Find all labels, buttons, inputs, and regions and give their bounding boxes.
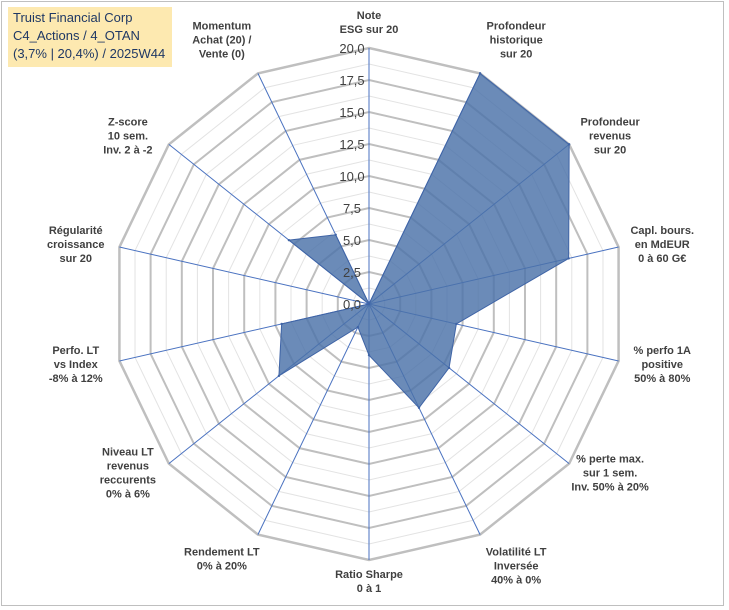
axis-label-line: 0 à 60 G€: [638, 253, 686, 265]
axis-label-line: reccurents: [100, 474, 156, 486]
axis-label-line: % perfo 1A: [633, 345, 691, 357]
axis-label-line: Momentum: [193, 21, 252, 33]
tick-label: 7,5: [343, 201, 361, 216]
axis-label-line: croissance: [47, 239, 104, 251]
axis-label-line: Volatilité LT: [486, 546, 547, 558]
axis-label-line: Perfo. LT: [52, 345, 99, 357]
axis-label-line: Capl. bours.: [630, 225, 694, 237]
axis-label-line: Niveau LT: [102, 446, 154, 458]
data-point: [417, 406, 421, 409]
axis-label: Capl. bours. en MdEUR 0 à 60 G€: [630, 225, 694, 265]
axis-spoke: [257, 303, 370, 535]
axis-label: Ratio Sharpe 0 à 1: [335, 569, 403, 595]
axis-label: Rendement LT 0% à 20%: [184, 546, 260, 572]
chart-title-box: Truist Financial Corp C4_Actions / 4_OTA…: [8, 7, 172, 67]
data-point: [334, 233, 337, 237]
data-point: [280, 322, 283, 326]
axis-label: Profondeur historique sur 20: [487, 21, 547, 61]
axis-label-line: Régularité: [49, 225, 103, 237]
axis-label-line: positive: [641, 359, 683, 371]
axis-label-line: ESG sur 20: [340, 24, 399, 36]
axis-label-line: Profondeur: [487, 21, 547, 33]
tick-label: 0,0: [343, 297, 361, 312]
axis-label-line: Achat (20) /: [192, 35, 251, 47]
axis-label-line: revenus: [589, 131, 631, 143]
axis-label-line: vs Index: [54, 359, 99, 371]
data-point: [478, 72, 482, 75]
axis-label-line: en MdEUR: [635, 239, 690, 251]
data-point: [567, 143, 571, 146]
axis-label-line: sur 20: [594, 145, 626, 157]
axis-label: Niveau LT revenus reccurents 0% à 6%: [100, 446, 156, 500]
axis-label-line: Ratio Sharpe: [335, 569, 403, 581]
data-point: [277, 374, 281, 378]
axis-label-line: 10 sem.: [108, 131, 148, 143]
axis-label-line: 0% à 20%: [197, 560, 247, 572]
axis-label-line: 0% à 6%: [106, 488, 150, 500]
tick-label: 10,0: [339, 169, 364, 184]
axis-label-line: 0 à 1: [357, 583, 381, 595]
title-line-category: C4_Actions / 4_OTAN: [13, 28, 140, 43]
data-point: [567, 257, 570, 260]
axis-label-line: Profondeur: [580, 117, 640, 129]
axis-label-line: Inv. 2 à -2: [103, 145, 152, 157]
data-point: [356, 325, 360, 329]
axis-label-line: sur 1 sem.: [583, 467, 637, 479]
axis-label-line: Note: [357, 10, 381, 22]
title-line-range-week: (3,7% | 20,4%) / 2025W44: [13, 46, 166, 61]
axis-label-line: revenus: [107, 460, 149, 472]
axis-label-line: Vente (0): [199, 49, 245, 61]
axis-label-line: sur 20: [500, 49, 532, 61]
axis-label-line: historique: [490, 35, 543, 47]
axis-label: Régularité croissance sur 20: [47, 225, 104, 265]
axis-label: Momentum Achat (20) / Vente (0): [192, 21, 251, 61]
data-point: [287, 238, 291, 242]
axis-label-line: Z-score: [108, 117, 148, 129]
axis-label-line: % perte max.: [576, 453, 644, 465]
tick-label: 2,5: [343, 265, 361, 280]
data-point: [367, 354, 371, 357]
axis-label: Note ESG sur 20: [340, 10, 399, 36]
tick-label: 17,5: [339, 73, 364, 88]
tick-label: 20,0: [339, 41, 364, 56]
axis-label-line: Rendement LT: [184, 546, 260, 558]
axis-label-line: sur 20: [60, 253, 92, 265]
axis-label-line: 40% à 0%: [491, 574, 541, 586]
axis-label: Profondeur revenus sur 20: [580, 117, 640, 157]
axis-label-line: -8% à 12%: [49, 373, 103, 385]
axis-label: Z-score 10 sem. Inv. 2 à -2: [103, 117, 152, 157]
tick-label: 12,5: [339, 137, 364, 152]
tick-label: 5,0: [343, 233, 361, 248]
axis-label: % perte max. sur 1 sem. Inv. 50% à 20%: [571, 453, 649, 493]
data-point: [367, 302, 371, 306]
data-point: [455, 322, 458, 326]
axis-label: Perfo. LT vs Index -8% à 12%: [49, 345, 103, 385]
title-line-company: Truist Financial Corp: [13, 10, 133, 25]
data-point: [447, 366, 451, 370]
axis-label-line: Inversée: [494, 560, 539, 572]
axis-label: Volatilité LT Inversée 40% à 0%: [486, 546, 547, 586]
axis-label: % perfo 1A positive 50% à 80%: [633, 345, 691, 385]
tick-label: 15,0: [339, 105, 364, 120]
axis-spoke: [119, 246, 370, 305]
axis-label-line: Inv. 50% à 20%: [571, 481, 649, 493]
axis-label-line: 50% à 80%: [634, 373, 690, 385]
